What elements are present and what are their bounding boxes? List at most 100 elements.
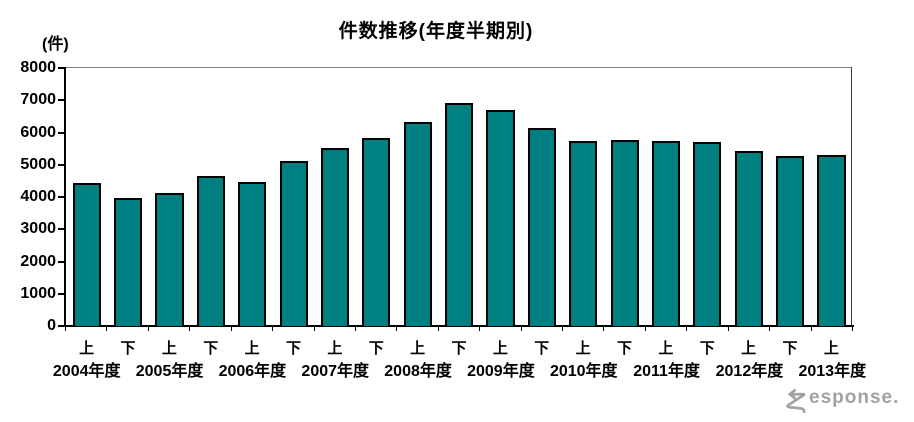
period-label: 上 (823, 340, 839, 357)
y-tick-label: 0 (47, 317, 56, 334)
response-logo-r-icon (786, 388, 806, 414)
bars-container (66, 68, 852, 326)
bar (362, 138, 391, 326)
bar (279, 161, 308, 326)
chart-title: 件数推移(年度半期別) (338, 21, 534, 42)
x-tick-mark (106, 327, 108, 331)
bar (610, 140, 639, 326)
x-tick-mark (852, 327, 853, 331)
y-tick-mark (58, 131, 64, 134)
bar (72, 183, 101, 326)
bar-slot (728, 68, 769, 326)
bar (320, 148, 349, 326)
x-tick-mark (230, 327, 232, 331)
bar (693, 142, 722, 326)
y-axis-line (64, 67, 66, 327)
x-tick-mark (313, 327, 315, 331)
bar-slot (563, 68, 604, 326)
y-tick-mark (58, 196, 64, 198)
plot-border-right (851, 67, 852, 326)
bar (734, 151, 763, 326)
x-tick-mark (727, 327, 729, 331)
period-label: 下 (617, 340, 633, 357)
x-tick-mark (603, 327, 605, 331)
year-label: 2004年度 (52, 363, 121, 380)
y-tick-mark (58, 163, 64, 166)
year-label: 2007年度 (301, 363, 370, 380)
y-axis-unit-label: (件) (42, 36, 69, 53)
y-tick-label: 5000 (20, 155, 56, 173)
bar (114, 198, 143, 326)
bar-slot (645, 68, 686, 326)
y-tick-mark (58, 292, 64, 295)
bar (196, 176, 225, 326)
period-label: 下 (368, 340, 384, 357)
x-tick-mark (354, 327, 356, 331)
bar (651, 141, 680, 326)
year-label: 2010年度 (549, 363, 618, 380)
y-tick-label: 2000 (20, 252, 56, 270)
year-label: 2011年度 (633, 363, 700, 380)
period-label: 上 (161, 340, 177, 357)
x-tick-mark (686, 327, 688, 331)
bar (527, 128, 556, 326)
x-tick-mark (437, 327, 439, 331)
bar-slot (107, 68, 148, 326)
year-label: 2008年度 (384, 363, 452, 380)
y-tick-label: 3000 (20, 220, 56, 238)
year-label: 2012年度 (715, 363, 784, 380)
bar-slot (480, 68, 521, 326)
bar (776, 156, 805, 326)
watermark-text: esponse. (809, 387, 900, 408)
bar-slot (397, 68, 438, 326)
bar-slot (521, 68, 562, 326)
y-tick-label: 7000 (20, 91, 56, 109)
bar (403, 122, 432, 326)
y-tick-label: 1000 (20, 284, 56, 302)
x-tick-mark (810, 327, 812, 331)
bar (817, 155, 846, 326)
y-tick-label: 6000 (20, 123, 56, 141)
period-label: 上 (410, 340, 426, 357)
period-label: 上 (327, 340, 343, 357)
y-tick-mark (58, 228, 64, 231)
bar (445, 103, 474, 326)
x-tick-mark (396, 327, 398, 331)
x-axis-line (64, 325, 854, 327)
y-tick-mark (58, 67, 64, 69)
x-tick-mark (769, 327, 771, 331)
plot-border-top (65, 67, 852, 68)
bar-slot (66, 68, 107, 326)
bar-slot (604, 68, 645, 326)
period-label: 上 (658, 340, 674, 357)
year-label: 2009年度 (467, 363, 535, 380)
x-tick-mark (479, 327, 481, 331)
bar-slot (769, 68, 810, 326)
year-label: 2013年度 (798, 363, 867, 380)
y-tick-label: 4000 (20, 188, 56, 205)
period-label: 下 (534, 340, 550, 357)
bar-slot (232, 68, 273, 326)
bar-slot (438, 68, 479, 326)
period-label: 下 (451, 340, 467, 357)
bar-slot (687, 68, 728, 326)
bar (569, 141, 598, 326)
bar-slot (273, 68, 314, 326)
bar-slot (811, 68, 852, 326)
period-label: 上 (741, 340, 757, 357)
period-label: 下 (120, 340, 136, 357)
period-label: 下 (286, 340, 302, 357)
period-label: 下 (699, 340, 715, 357)
bar (486, 110, 515, 326)
x-tick-mark (520, 327, 522, 331)
x-axis-period-labels: 上下上下上下上下上下上下上下上下上下上 (66, 337, 852, 358)
bar-slot (190, 68, 231, 326)
y-tick-label: 8000 (20, 59, 56, 76)
period-label: 下 (782, 340, 798, 357)
y-tick-mark (58, 260, 64, 263)
x-tick-mark (272, 327, 274, 331)
period-label: 上 (79, 340, 95, 357)
period-label: 上 (492, 340, 508, 357)
bar-slot (314, 68, 355, 326)
